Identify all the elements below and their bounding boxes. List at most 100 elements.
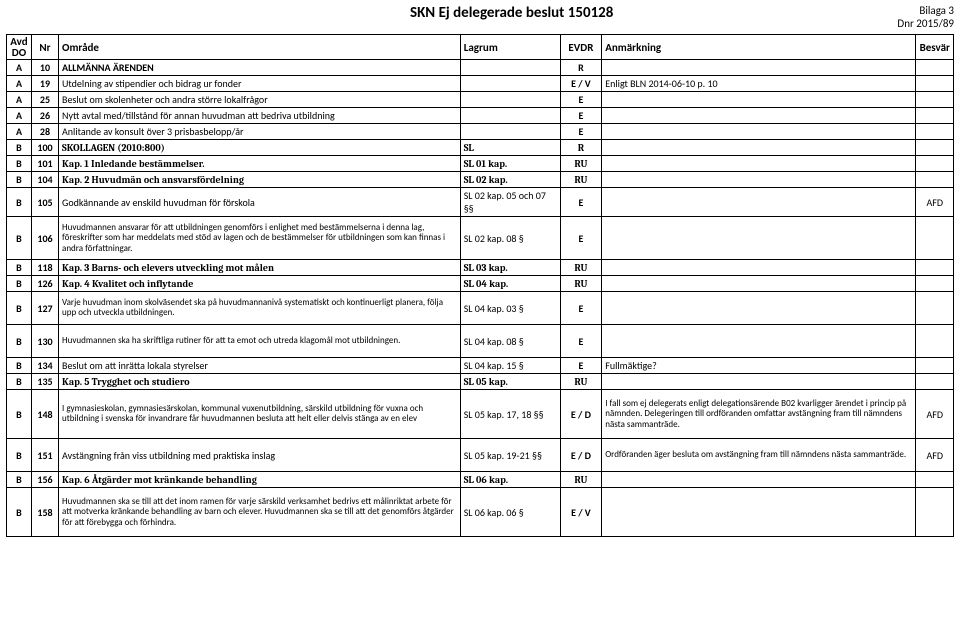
- table-row: A25Beslut om skolenheter och andra störr…: [7, 92, 954, 108]
- cell-anm: [602, 292, 916, 325]
- cell-besvar: [916, 172, 954, 188]
- cell-besvar: AFD: [916, 439, 954, 472]
- cell-lagrum: SL 04 kap. 15 §: [460, 358, 560, 374]
- cell-omrade: Avstängning från viss utbildning med pra…: [59, 439, 461, 472]
- page-title: SKN Ej delegerade beslut 150128: [6, 4, 897, 22]
- cell-evdr: E: [560, 325, 602, 358]
- cell-avd: A: [7, 92, 32, 108]
- cell-nr: 158: [31, 488, 58, 537]
- cell-besvar: AFD: [916, 390, 954, 439]
- cell-avd: B: [7, 276, 32, 292]
- table-row: A26Nytt avtal med/tillstånd för annan hu…: [7, 108, 954, 124]
- cell-evdr: RU: [560, 276, 602, 292]
- cell-avd: B: [7, 439, 32, 472]
- cell-avd: A: [7, 76, 32, 92]
- cell-avd: B: [7, 325, 32, 358]
- cell-besvar: [916, 60, 954, 76]
- cell-nr: 10: [31, 60, 58, 76]
- cell-omrade: I gymnasieskolan, gymnasiesärskolan, kom…: [59, 390, 461, 439]
- cell-nr: 101: [31, 156, 58, 172]
- cell-lagrum: SL: [460, 140, 560, 156]
- bilaga-line-2: Dnr 2015/89: [897, 17, 954, 30]
- cell-evdr: E: [560, 188, 602, 217]
- table-row: B148I gymnasieskolan, gymnasiesärskolan,…: [7, 390, 954, 439]
- cell-anm: [602, 108, 916, 124]
- table-row: B126Kap. 4 Kvalitet och inflytandeSL 04 …: [7, 276, 954, 292]
- table-row: B100SKOLLAGEN (2010:800)SLR: [7, 140, 954, 156]
- cell-avd: B: [7, 292, 32, 325]
- cell-evdr: E: [560, 108, 602, 124]
- cell-omrade: Anlitande av konsult över 3 prisbasbelop…: [59, 124, 461, 140]
- cell-evdr: RU: [560, 156, 602, 172]
- cell-omrade: SKOLLAGEN (2010:800): [59, 140, 461, 156]
- cell-anm: [602, 374, 916, 390]
- cell-lagrum: SL 06 kap. 06 §: [460, 488, 560, 537]
- table-row: B106Huvudmannen ansvarar för att utbildn…: [7, 217, 954, 260]
- table-row: B158Huvudmannen ska se till att det inom…: [7, 488, 954, 537]
- table-row: B118Kap. 3 Barns- och elevers utveckling…: [7, 260, 954, 276]
- cell-besvar: [916, 260, 954, 276]
- cell-omrade: Utdelning av stipendier och bidrag ur fo…: [59, 76, 461, 92]
- cell-avd: B: [7, 172, 32, 188]
- col-header-anm: Anmärkning: [602, 35, 916, 60]
- cell-omrade: Kap. 2 Huvudmän och ansvarsfördelning: [59, 172, 461, 188]
- cell-lagrum: SL 04 kap.: [460, 276, 560, 292]
- table-row: A19Utdelning av stipendier och bidrag ur…: [7, 76, 954, 92]
- cell-besvar: [916, 124, 954, 140]
- cell-nr: 148: [31, 390, 58, 439]
- cell-omrade: Kap. 1 Inledande bestämmelser.: [59, 156, 461, 172]
- cell-evdr: R: [560, 140, 602, 156]
- cell-nr: 25: [31, 92, 58, 108]
- cell-anm: [602, 92, 916, 108]
- cell-besvar: [916, 76, 954, 92]
- cell-anm: Fullmäktige?: [602, 358, 916, 374]
- decisions-table: Avd DO Nr Område Lagrum EVDR Anmärkning …: [6, 34, 954, 537]
- cell-nr: 104: [31, 172, 58, 188]
- cell-anm: I fall som ej delegerats enligt delegati…: [602, 390, 916, 439]
- cell-lagrum: SL 04 kap. 08 §: [460, 325, 560, 358]
- cell-avd: B: [7, 140, 32, 156]
- cell-omrade: Varje huvudman inom skolväsendet ska på …: [59, 292, 461, 325]
- cell-nr: 130: [31, 325, 58, 358]
- cell-evdr: RU: [560, 374, 602, 390]
- cell-nr: 28: [31, 124, 58, 140]
- cell-nr: 135: [31, 374, 58, 390]
- cell-avd: A: [7, 108, 32, 124]
- cell-lagrum: SL 01 kap.: [460, 156, 560, 172]
- cell-evdr: RU: [560, 172, 602, 188]
- cell-anm: Enligt BLN 2014-06-10 p. 10: [602, 76, 916, 92]
- cell-nr: 105: [31, 188, 58, 217]
- cell-evdr: E: [560, 217, 602, 260]
- cell-evdr: E: [560, 124, 602, 140]
- cell-anm: [602, 172, 916, 188]
- col-header-avd: Avd DO: [7, 35, 32, 60]
- cell-nr: 126: [31, 276, 58, 292]
- cell-avd: B: [7, 217, 32, 260]
- cell-anm: [602, 276, 916, 292]
- cell-omrade: Beslut om skolenheter och andra större l…: [59, 92, 461, 108]
- cell-lagrum: [460, 124, 560, 140]
- col-header-lagrum: Lagrum: [460, 35, 560, 60]
- cell-evdr: E: [560, 358, 602, 374]
- cell-avd: B: [7, 488, 32, 537]
- cell-besvar: [916, 217, 954, 260]
- table-row: B134Beslut om att inrätta lokala styrels…: [7, 358, 954, 374]
- cell-anm: [602, 124, 916, 140]
- table-row: B151Avstängning från viss utbildning med…: [7, 439, 954, 472]
- cell-avd: B: [7, 390, 32, 439]
- cell-anm: [602, 488, 916, 537]
- cell-avd: B: [7, 260, 32, 276]
- cell-besvar: [916, 292, 954, 325]
- cell-anm: [602, 472, 916, 488]
- cell-omrade: Huvudmannen ansvarar för att utbildninge…: [59, 217, 461, 260]
- table-row: B156Kap. 6 Åtgärder mot kränkande behand…: [7, 472, 954, 488]
- cell-lagrum: [460, 76, 560, 92]
- col-header-omrade: Område: [59, 35, 461, 60]
- cell-lagrum: [460, 92, 560, 108]
- cell-besvar: [916, 108, 954, 124]
- cell-lagrum: SL 02 kap. 08 §: [460, 217, 560, 260]
- cell-nr: 100: [31, 140, 58, 156]
- cell-evdr: E: [560, 92, 602, 108]
- cell-nr: 134: [31, 358, 58, 374]
- cell-avd: B: [7, 156, 32, 172]
